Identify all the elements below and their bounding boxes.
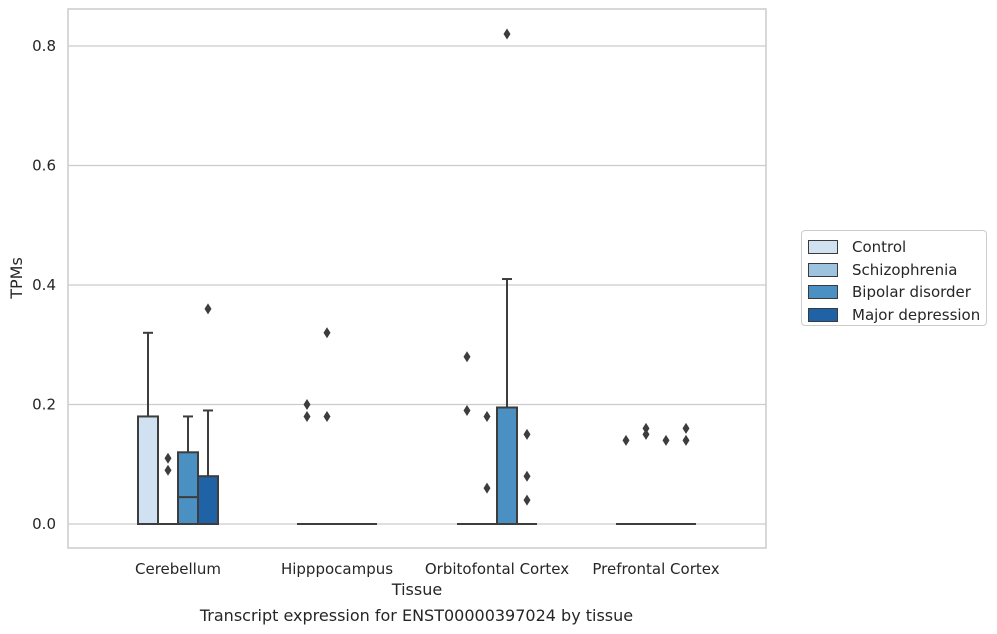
y-gridlines xyxy=(68,45,766,525)
box-bipolar-disorder xyxy=(656,434,676,525)
box-control xyxy=(137,331,159,526)
outlier-point xyxy=(303,399,311,410)
outlier-point xyxy=(204,303,212,315)
legend: Control Schizophrenia Bipolar disorder M… xyxy=(801,230,987,326)
outlier-point xyxy=(164,464,172,476)
outlier-point xyxy=(523,470,531,482)
box-iqr xyxy=(496,406,518,525)
outlier-point xyxy=(323,410,331,422)
box-major-depression xyxy=(517,428,537,525)
outlier-point xyxy=(523,428,531,440)
chart-caption: Transcript expression for ENST0000039702… xyxy=(199,606,634,625)
legend-item-major-depression: Major depression xyxy=(808,304,986,327)
outlier-point xyxy=(463,351,471,363)
box-iqr xyxy=(197,475,219,526)
x-tick-label: Prefrontal Cortex xyxy=(592,560,719,578)
box-major-depression xyxy=(676,422,696,525)
box-schizophrenia xyxy=(477,410,497,525)
x-axis-label: Tissue xyxy=(391,580,442,599)
box-schizophrenia xyxy=(317,327,337,525)
outlier-point xyxy=(682,422,690,434)
outlier-point xyxy=(164,452,172,464)
box-control xyxy=(457,351,477,525)
legend-swatch xyxy=(808,307,838,322)
legend-label: Bipolar disorder xyxy=(852,283,971,302)
y-axis-label: TPMs xyxy=(7,257,26,300)
legend-label: Schizophrenia xyxy=(852,260,958,279)
box-bipolar-disorder xyxy=(177,415,199,525)
outlier-point xyxy=(303,410,311,422)
y-tick-label: 0.8 xyxy=(32,37,56,55)
outlier-point xyxy=(483,482,491,494)
legend-swatch xyxy=(808,262,838,277)
x-tick-label: Orbitofontal Cortex xyxy=(425,560,569,578)
legend-swatch xyxy=(808,240,838,255)
legend-item-bipolar-disorder: Bipolar disorder xyxy=(808,281,986,304)
box-schizophrenia xyxy=(636,422,656,525)
legend-item-schizophrenia: Schizophrenia xyxy=(808,259,986,282)
outlier-point xyxy=(622,434,630,446)
outlier-point xyxy=(523,494,531,506)
outlier-point xyxy=(662,434,670,446)
box-iqr xyxy=(177,451,199,525)
outlier-point xyxy=(463,404,471,416)
x-axis-tick-labels: Cerebellum Hipppocampus Orbitofontal Corte… xyxy=(135,560,720,578)
box-major-depression xyxy=(197,303,219,526)
box-schizophrenia xyxy=(158,452,178,525)
box-control xyxy=(616,434,636,525)
outlier-point xyxy=(642,422,650,434)
plot-area-frame xyxy=(67,8,767,549)
y-axis-tick-labels: 0.0 0.2 0.4 0.6 0.8 xyxy=(32,37,56,533)
legend-swatch xyxy=(808,285,838,300)
box-control xyxy=(297,399,317,525)
outlier-point xyxy=(483,410,491,422)
outlier-point xyxy=(323,327,331,339)
y-tick-label: 0.2 xyxy=(32,396,56,414)
legend-item-control: Control xyxy=(808,236,986,259)
box-iqr xyxy=(137,415,159,526)
box-series xyxy=(137,28,696,526)
legend-label: Major depression xyxy=(852,305,981,324)
y-tick-label: 0.6 xyxy=(32,157,56,175)
y-tick-label: 0.0 xyxy=(32,515,56,533)
x-tick-label: Hipppocampus xyxy=(281,560,393,578)
outlier-point xyxy=(503,28,511,40)
y-tick-label: 0.4 xyxy=(32,276,56,294)
legend-label: Control xyxy=(852,238,907,257)
box-bipolar-disorder xyxy=(496,28,518,525)
outlier-point xyxy=(642,428,650,440)
x-tick-label: Cerebellum xyxy=(135,560,221,578)
outlier-point xyxy=(682,434,690,446)
